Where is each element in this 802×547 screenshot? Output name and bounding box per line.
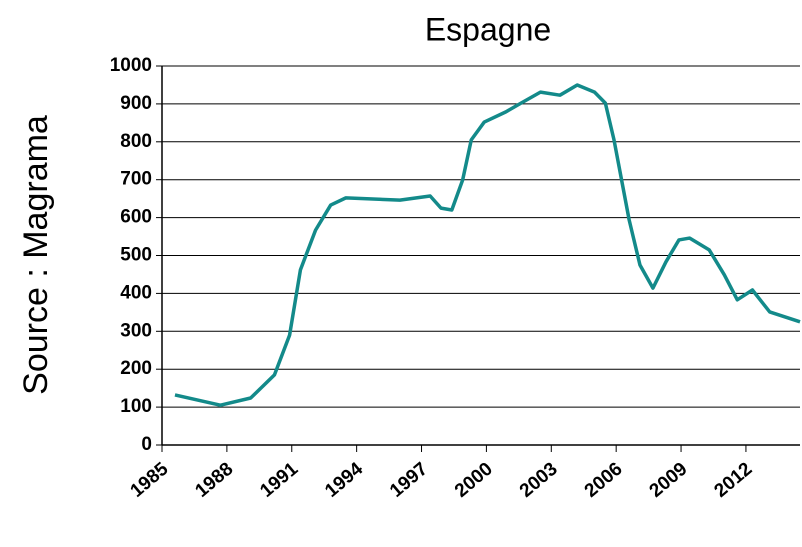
x-tick-label: 2000 [451,459,497,502]
x-tick-label: 2012 [710,459,756,502]
x-tick-label: 1994 [321,458,367,502]
x-tick-label: 1985 [127,458,173,502]
x-tick-label: 2003 [516,459,562,502]
y-axis-label: Source : Magrama [17,115,55,395]
x-tick-label: 2009 [646,459,692,502]
y-tick-label: 200 [120,358,152,379]
y-tick-label: 0 [141,434,152,455]
x-tick-label: 1991 [256,458,302,502]
data-line [174,83,801,407]
x-tick-label: 1988 [191,459,237,502]
y-tick-label: 700 [120,169,152,190]
y-tick-label: 900 [120,93,152,114]
y-tick-label: 300 [120,320,152,341]
y-tick-label: 400 [120,282,152,303]
y-tick-label: 800 [120,131,152,152]
y-tick-label: 100 [120,396,152,417]
x-tick-label: 2006 [581,459,627,502]
chart-title: Espagne [425,11,551,47]
y-tick-label: 500 [120,245,152,266]
y-tick-label: 1000 [110,55,152,76]
y-tick-label: 600 [120,207,152,228]
x-tick-label: 1997 [386,459,432,502]
